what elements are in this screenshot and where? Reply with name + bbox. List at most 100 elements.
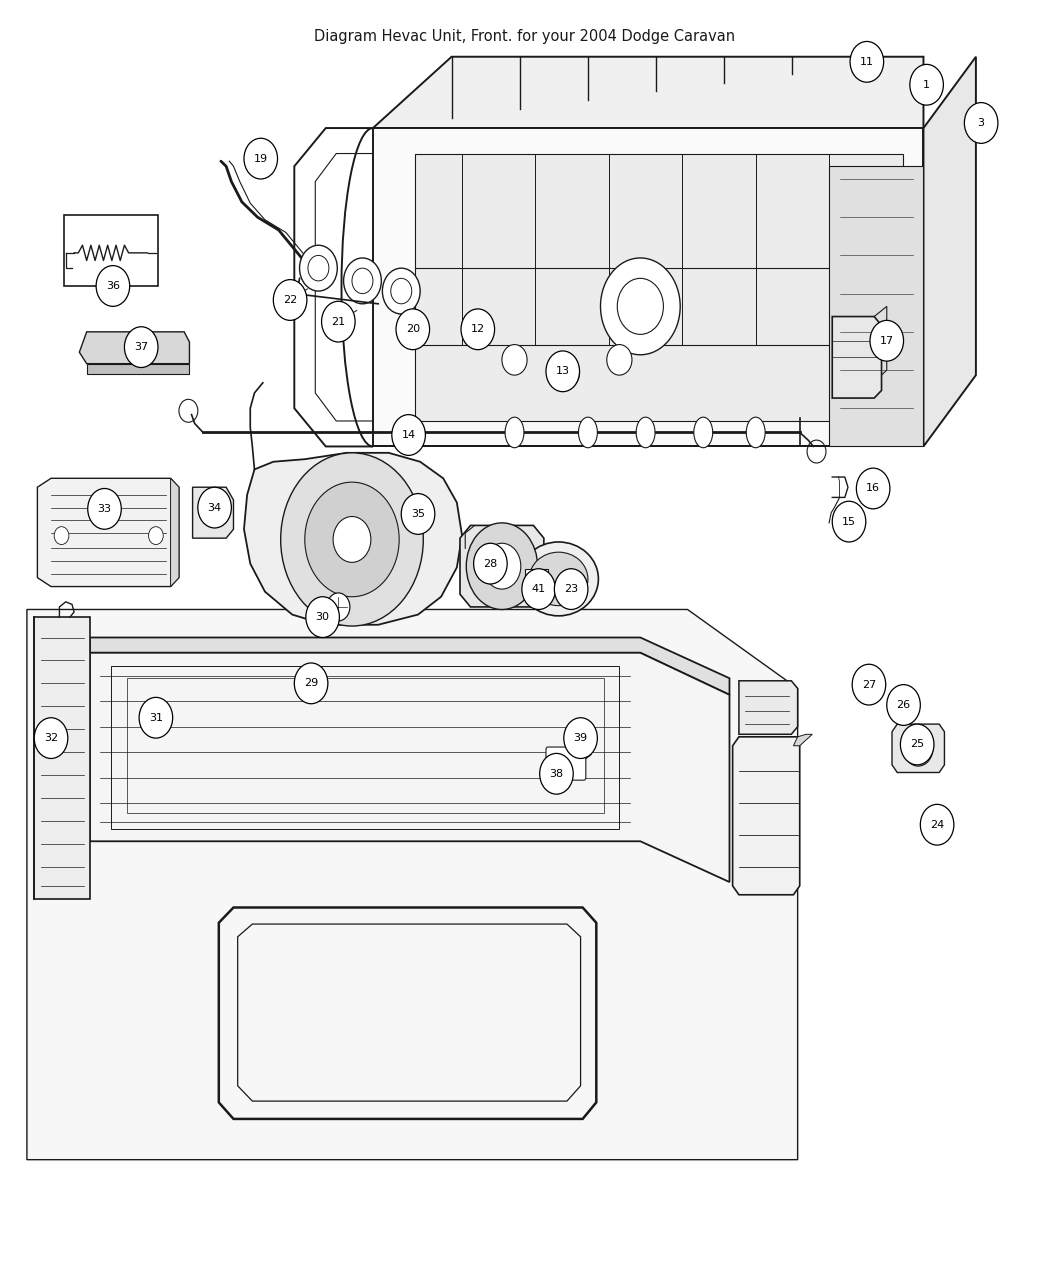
Text: 21: 21 — [332, 316, 345, 326]
Polygon shape — [87, 363, 189, 374]
Circle shape — [857, 468, 890, 509]
Ellipse shape — [890, 690, 920, 718]
Text: 20: 20 — [405, 324, 420, 334]
Text: 27: 27 — [862, 680, 876, 690]
Text: 39: 39 — [573, 733, 588, 743]
Circle shape — [382, 268, 420, 314]
Circle shape — [273, 279, 307, 320]
Polygon shape — [733, 737, 800, 895]
Polygon shape — [90, 638, 730, 695]
Circle shape — [850, 42, 884, 82]
Circle shape — [333, 516, 371, 562]
Circle shape — [601, 258, 680, 354]
Circle shape — [299, 245, 337, 291]
Circle shape — [887, 685, 921, 725]
Circle shape — [901, 724, 933, 765]
Ellipse shape — [579, 417, 597, 448]
Text: 28: 28 — [483, 558, 498, 569]
Text: 34: 34 — [208, 502, 222, 513]
Circle shape — [964, 102, 998, 143]
Text: 11: 11 — [860, 57, 874, 66]
Bar — [64, 214, 158, 286]
Circle shape — [97, 265, 129, 306]
Text: 33: 33 — [98, 504, 111, 514]
Circle shape — [280, 453, 423, 626]
Circle shape — [343, 258, 381, 303]
Circle shape — [921, 805, 953, 845]
Text: 29: 29 — [303, 678, 318, 689]
Circle shape — [554, 569, 588, 609]
Text: 22: 22 — [284, 295, 297, 305]
Text: 13: 13 — [555, 366, 570, 376]
Polygon shape — [373, 56, 923, 128]
Text: 19: 19 — [254, 153, 268, 163]
Text: 25: 25 — [910, 740, 924, 750]
Circle shape — [483, 543, 521, 589]
Text: 17: 17 — [880, 335, 894, 346]
Ellipse shape — [747, 417, 765, 448]
Polygon shape — [38, 478, 178, 586]
Ellipse shape — [529, 552, 588, 606]
Text: 30: 30 — [316, 612, 330, 622]
Text: 31: 31 — [149, 713, 163, 723]
Polygon shape — [192, 487, 233, 538]
Circle shape — [870, 320, 904, 361]
Circle shape — [327, 593, 350, 621]
Bar — [525, 569, 548, 589]
Text: 41: 41 — [531, 584, 546, 594]
Circle shape — [904, 731, 932, 766]
Circle shape — [139, 697, 172, 738]
Polygon shape — [170, 478, 178, 586]
Text: 26: 26 — [897, 700, 910, 710]
Polygon shape — [27, 609, 798, 1160]
Circle shape — [148, 527, 163, 544]
Polygon shape — [460, 525, 544, 607]
Polygon shape — [244, 453, 462, 625]
FancyBboxPatch shape — [546, 747, 586, 780]
Circle shape — [294, 663, 328, 704]
Circle shape — [502, 344, 527, 375]
Circle shape — [306, 597, 339, 638]
Polygon shape — [80, 332, 189, 363]
Circle shape — [35, 718, 68, 759]
Circle shape — [321, 301, 355, 342]
Polygon shape — [923, 56, 975, 446]
Text: 35: 35 — [411, 509, 425, 519]
Text: 37: 37 — [134, 342, 148, 352]
Text: 32: 32 — [44, 733, 58, 743]
Circle shape — [304, 482, 399, 597]
Circle shape — [522, 569, 555, 609]
Circle shape — [554, 357, 580, 388]
Circle shape — [607, 344, 632, 375]
Circle shape — [853, 664, 886, 705]
Circle shape — [88, 488, 122, 529]
Circle shape — [392, 414, 425, 455]
Circle shape — [833, 501, 866, 542]
Polygon shape — [794, 734, 813, 746]
Circle shape — [910, 64, 943, 105]
Circle shape — [546, 351, 580, 391]
Text: Diagram Hevac Unit, Front. for your 2004 Dodge Caravan: Diagram Hevac Unit, Front. for your 2004… — [314, 29, 736, 43]
Ellipse shape — [694, 417, 713, 448]
Polygon shape — [90, 653, 730, 882]
Circle shape — [55, 527, 69, 544]
Text: 24: 24 — [930, 820, 944, 830]
Text: 16: 16 — [866, 483, 880, 493]
Circle shape — [474, 543, 507, 584]
Text: 12: 12 — [470, 324, 485, 334]
Circle shape — [197, 487, 231, 528]
Text: 3: 3 — [978, 119, 985, 128]
Circle shape — [540, 754, 573, 794]
Polygon shape — [830, 166, 923, 446]
Ellipse shape — [519, 542, 598, 616]
Circle shape — [396, 309, 429, 349]
Ellipse shape — [505, 417, 524, 448]
Text: 38: 38 — [549, 769, 564, 779]
Text: 14: 14 — [401, 430, 416, 440]
Polygon shape — [415, 153, 903, 421]
Circle shape — [564, 718, 597, 759]
Ellipse shape — [636, 417, 655, 448]
Polygon shape — [202, 495, 226, 520]
Circle shape — [461, 309, 495, 349]
Polygon shape — [35, 617, 90, 899]
